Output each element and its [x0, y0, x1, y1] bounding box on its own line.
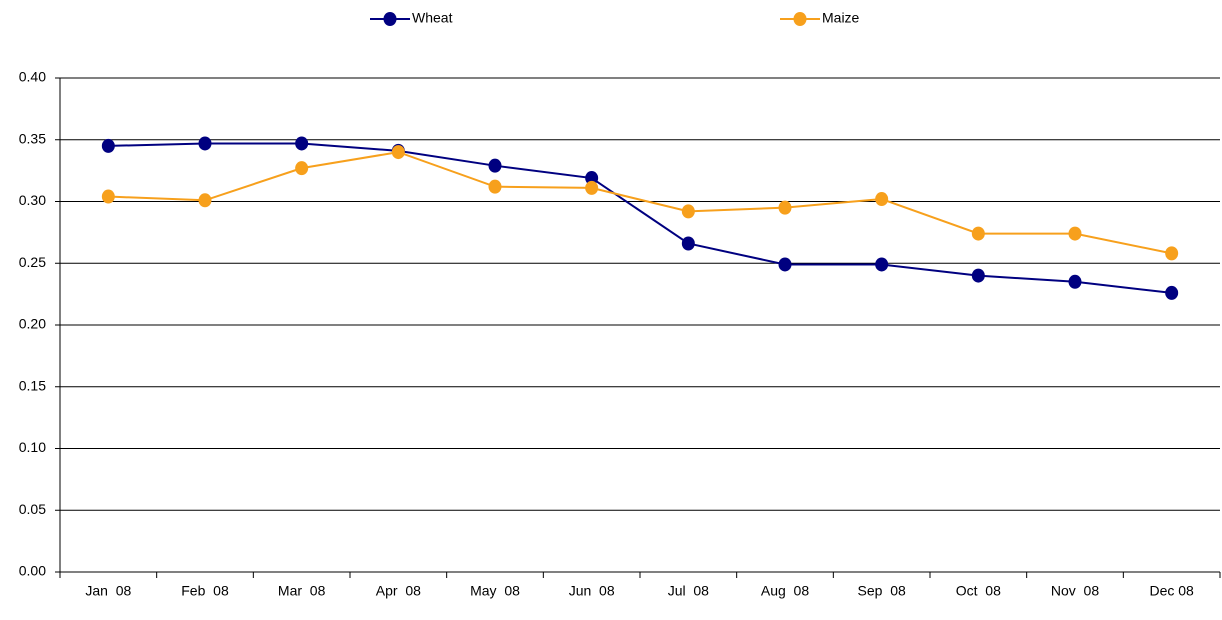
y-tick-label: 0.20 — [19, 316, 46, 332]
data-point — [295, 161, 309, 176]
x-tick-label: Jul 08 — [668, 583, 709, 599]
x-tick-label: Nov 08 — [1051, 583, 1099, 599]
y-tick-label: 0.30 — [19, 192, 46, 208]
x-tick-label: Dec 08 — [1149, 583, 1194, 599]
data-point — [681, 236, 695, 251]
data-point — [585, 171, 599, 186]
x-tick-label: Jan 08 — [85, 583, 131, 599]
data-point — [198, 193, 212, 208]
data-point — [101, 189, 115, 204]
y-tick-label: 0.15 — [19, 377, 46, 393]
y-tick-label: 0.40 — [19, 69, 46, 85]
y-tick-label: 0.00 — [19, 563, 46, 579]
legend-label: Wheat — [412, 10, 453, 26]
y-tick-label: 0.35 — [19, 130, 46, 146]
x-tick-label: Apr 08 — [376, 583, 421, 599]
series-line — [108, 151, 1172, 255]
data-point — [295, 136, 309, 151]
x-tick-label: Jun 08 — [569, 583, 615, 599]
x-tick-label: Mar 08 — [278, 583, 326, 599]
legend-marker — [383, 12, 397, 26]
data-point — [585, 180, 599, 195]
data-point — [1165, 246, 1179, 261]
data-point — [1068, 226, 1082, 241]
y-tick-label: 0.05 — [19, 501, 46, 517]
series-line — [108, 142, 1172, 294]
x-tick-label: Aug 08 — [761, 583, 809, 599]
data-point — [778, 200, 792, 215]
x-tick-label: Sep 08 — [858, 583, 906, 599]
data-point — [681, 204, 695, 219]
data-point — [101, 138, 115, 153]
legend-marker — [793, 12, 807, 26]
data-point — [778, 257, 792, 272]
data-point — [391, 145, 405, 160]
data-point — [875, 257, 889, 272]
x-tick-label: May 08 — [470, 583, 520, 599]
data-point — [1068, 274, 1082, 289]
data-point — [1165, 285, 1179, 300]
data-point — [198, 136, 212, 151]
y-tick-label: 0.10 — [19, 439, 46, 455]
x-tick-label: Oct 08 — [956, 583, 1001, 599]
x-tick-label: Feb 08 — [181, 583, 229, 599]
data-point — [971, 226, 985, 241]
legend-label: Maize — [822, 10, 860, 26]
data-point — [488, 179, 502, 194]
data-point — [488, 158, 502, 173]
y-tick-label: 0.25 — [19, 254, 46, 270]
data-point — [971, 268, 985, 283]
data-point — [875, 192, 889, 207]
